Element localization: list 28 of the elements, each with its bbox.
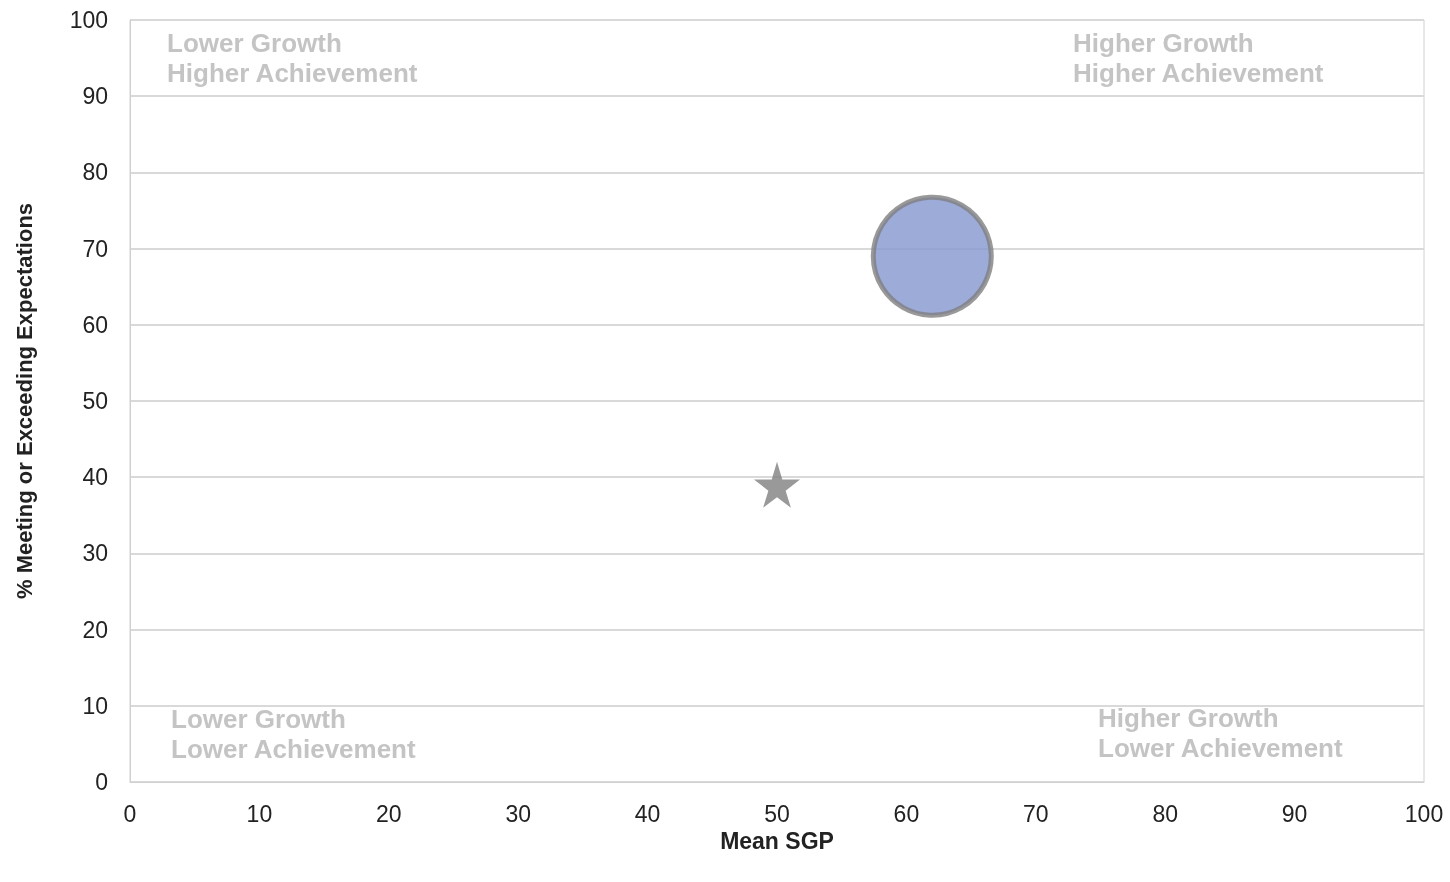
y-axis-title: % Meeting or Exceeding Expectations bbox=[11, 202, 37, 600]
y-tick-label: 70 bbox=[82, 235, 108, 262]
x-tick-label: 30 bbox=[505, 800, 531, 827]
x-tick-label: 90 bbox=[1281, 800, 1308, 827]
x-tick-label: 20 bbox=[376, 800, 402, 827]
y-tick-label: 10 bbox=[82, 692, 108, 719]
y-tick-label: 100 bbox=[69, 7, 108, 33]
y-tick-label: 90 bbox=[82, 83, 108, 110]
x-tick-label: 0 bbox=[123, 800, 137, 827]
x-tick-label: 40 bbox=[634, 800, 661, 827]
x-tick-label: 10 bbox=[246, 800, 273, 827]
y-tick-label: 60 bbox=[82, 311, 108, 338]
x-tick-label: 80 bbox=[1152, 800, 1178, 827]
x-tick-label: 60 bbox=[893, 800, 920, 827]
x-tick-label: 100 bbox=[1404, 800, 1444, 827]
x-axis-title: Mean SGP bbox=[720, 828, 834, 855]
y-tick-label: 80 bbox=[82, 159, 108, 186]
y-tick-label: 20 bbox=[82, 616, 108, 643]
annotation: Higher Growth Higher Achievement bbox=[1073, 28, 1324, 88]
annotation: Lower Growth Lower Achievement bbox=[171, 704, 417, 764]
annotation: Higher Growth Lower Achievement bbox=[1098, 703, 1344, 763]
y-tick-label: 30 bbox=[82, 540, 108, 567]
x-tick-label: 50 bbox=[764, 800, 790, 827]
y-tick-label: 50 bbox=[82, 388, 108, 414]
annotation: Lower Growth Higher Achievement bbox=[167, 28, 418, 88]
x-tick-label: 70 bbox=[1023, 800, 1049, 827]
y-tick-label: 40 bbox=[82, 464, 108, 491]
y-tick-label: 0 bbox=[95, 769, 108, 795]
